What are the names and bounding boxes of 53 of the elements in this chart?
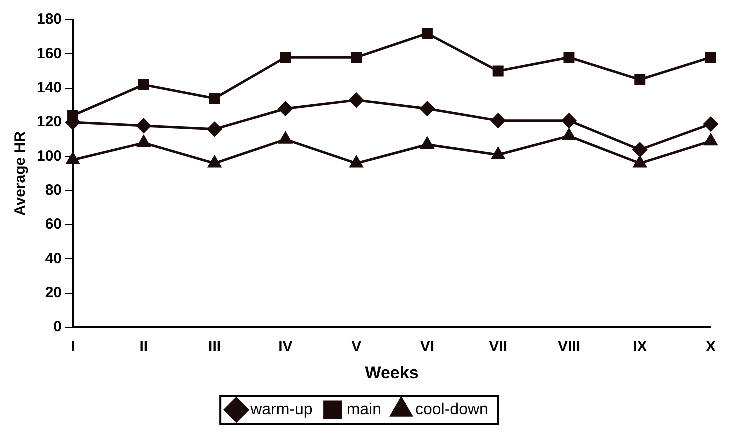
- point: [422, 28, 433, 40]
- point: [138, 79, 150, 90]
- x-tick-label: III: [208, 338, 222, 356]
- point: [66, 152, 80, 164]
- y-tick-label: 20: [45, 284, 62, 302]
- point: [704, 134, 718, 146]
- point: [421, 138, 434, 149]
- x-axis-title: Weeks: [365, 363, 419, 382]
- point: [562, 114, 576, 128]
- y-tick-label: 180: [36, 11, 62, 28]
- point: [634, 74, 646, 86]
- y-tick-label: 80: [45, 182, 62, 200]
- point: [349, 93, 364, 108]
- x-tick-label: I: [70, 338, 76, 356]
- legend-label: warm-up: [250, 401, 313, 418]
- point: [208, 122, 222, 137]
- point: [632, 142, 648, 158]
- point: [492, 148, 505, 160]
- x-tick-label: II: [140, 338, 148, 356]
- point: [420, 102, 435, 116]
- y-tick-label: 120: [36, 114, 62, 131]
- point: [209, 93, 220, 104]
- point: [280, 52, 292, 64]
- x-tick-label: V: [352, 338, 362, 356]
- x-tick-label: X: [706, 338, 716, 356]
- point: [278, 102, 293, 116]
- x-tick-label: IX: [633, 338, 648, 356]
- point: [279, 132, 292, 144]
- point: [492, 66, 504, 77]
- y-tick-label: 40: [45, 250, 62, 268]
- y-tick-label: 0: [54, 318, 62, 336]
- legend-label: main: [346, 401, 382, 418]
- legend-label: cool-down: [415, 401, 488, 418]
- y-tick-label: 60: [45, 216, 62, 234]
- point: [137, 136, 150, 148]
- point: [704, 116, 718, 132]
- y-axis-title: Average HR: [12, 131, 30, 216]
- x-tick-label: IV: [278, 338, 293, 356]
- point: [564, 52, 575, 64]
- point: [208, 156, 222, 168]
- x-tick-label: VIII: [558, 338, 580, 356]
- point: [706, 52, 716, 64]
- y-tick-label: 140: [36, 79, 62, 96]
- x-tick-label: VI: [420, 338, 435, 356]
- point: [634, 156, 647, 168]
- point: [351, 52, 362, 64]
- point: [562, 128, 576, 140]
- y-tick-label: 100: [36, 148, 62, 165]
- point: [350, 156, 364, 168]
- point: [491, 114, 506, 128]
- point: [136, 118, 152, 134]
- x-tick-label: VII: [489, 338, 508, 356]
- y-tick-label: 160: [36, 45, 62, 62]
